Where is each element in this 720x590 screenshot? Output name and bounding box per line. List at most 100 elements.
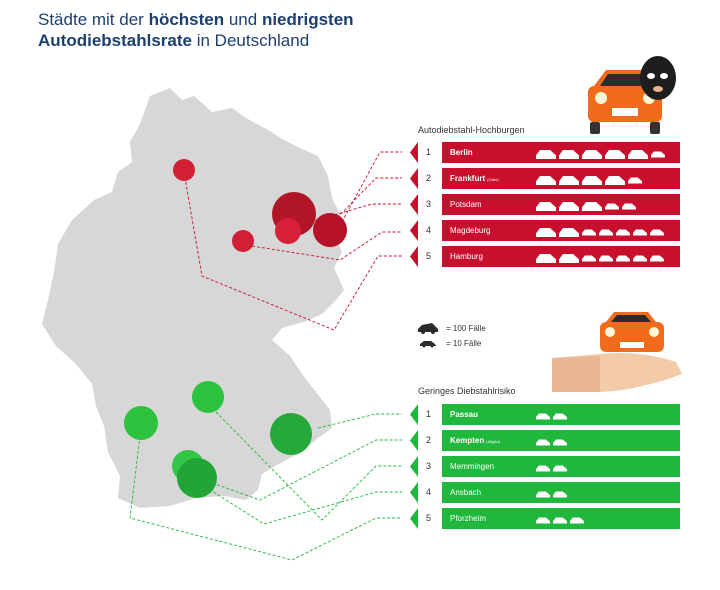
circle-magdeburg (232, 230, 254, 252)
high-row: 5 Hamburg (418, 246, 680, 280)
car-large-icon (418, 323, 438, 334)
car-small-icon (570, 273, 584, 280)
case-icons (536, 250, 680, 280)
circle-hamburg (173, 159, 195, 181)
rank-number: 1 (418, 404, 439, 425)
car-large-icon (605, 176, 625, 186)
title-line-2: Autodiebstahlsrate in Deutschland (38, 30, 354, 51)
low-row: 4 Ansbach (418, 482, 680, 503)
car-small-icon (536, 517, 550, 524)
city-name: Hamburg (450, 252, 483, 261)
car-small-icon (553, 413, 567, 420)
car-small-icon (650, 229, 664, 236)
city-name: Kempten (Allgäu) (450, 436, 501, 445)
car-large-icon (559, 150, 579, 160)
title-line-1: Städte mit der höchsten und niedrigsten (38, 9, 354, 30)
title-text: und (224, 10, 262, 29)
car-large-icon (559, 228, 579, 238)
car-small-icon (553, 273, 567, 280)
car-small-icon (536, 273, 550, 280)
rank-bar: Kempten (Allgäu) (442, 430, 680, 451)
row-pointers (410, 142, 418, 529)
case-icons (536, 408, 570, 421)
case-icons (536, 434, 570, 447)
high-row: 3 Potsdam (418, 194, 680, 215)
connector-memmingen (215, 411, 402, 521)
circle-kempten (177, 458, 217, 498)
city-suffix: (Allgäu) (486, 439, 501, 444)
car-small-icon (553, 517, 567, 524)
car-small-icon (553, 465, 567, 472)
high-row-pointer (410, 220, 418, 241)
title-text: Städte mit der (38, 10, 149, 29)
connector-hamburg (183, 171, 402, 331)
car-small-icon (622, 203, 636, 210)
page-title: Städte mit der höchsten und niedrigsten … (38, 9, 354, 51)
rank-bar: Passau (442, 404, 680, 425)
case-icons (536, 146, 680, 176)
city-name: Memmingen (450, 462, 495, 471)
car-small-icon (582, 229, 596, 236)
high-row-pointer (410, 246, 418, 267)
car-large-icon (605, 150, 625, 160)
rank-number: 1 (418, 142, 439, 163)
title-highlight-lowest: niedrigsten (261, 10, 354, 29)
low-section-label: Geringes Diebstahlrisiko (418, 386, 516, 396)
city-name: Potsdam (450, 200, 482, 209)
car-thief-icon (588, 56, 676, 134)
low-row: 2 Kempten (Allgäu) (418, 430, 680, 451)
city-name: Passau (450, 410, 479, 419)
car-small-icon (599, 229, 613, 236)
car-large-icon (559, 202, 579, 212)
connector-passau (317, 413, 402, 429)
hand-holding-car-icon (552, 312, 682, 392)
case-icons (536, 198, 639, 212)
car-small-icon (536, 465, 550, 472)
rank-bar: Berlin (442, 142, 680, 176)
car-small-icon (420, 341, 436, 348)
rank-bar: Magdeburg (442, 220, 680, 254)
city-suffix: (Oder) (487, 177, 499, 182)
case-icons (536, 460, 570, 473)
connector-kempten (197, 439, 402, 501)
high-row-pointer (410, 142, 418, 163)
car-large-icon (536, 176, 556, 186)
circle-memmingen (192, 381, 224, 413)
city-name: Berlin (450, 148, 473, 157)
legend-icons (418, 323, 438, 348)
rank-number: 2 (418, 430, 439, 451)
low-row: 3 Memmingen (418, 456, 680, 477)
car-small-icon (536, 491, 550, 498)
low-row-pointer (410, 430, 418, 451)
high-row: 2 Frankfurt (Oder) (418, 168, 680, 189)
car-large-icon (582, 202, 602, 212)
car-small-icon (628, 177, 642, 184)
high-row: 1 Berlin (418, 142, 680, 176)
legend-label-10: = 10 Fälle (446, 339, 482, 348)
circle-pforzheim (124, 406, 158, 440)
connector-frankfurt-oder (329, 177, 402, 226)
car-small-icon (651, 151, 665, 158)
city-name: Pforzheim (450, 514, 487, 523)
car-small-icon (616, 255, 630, 262)
title-highlight-rate: Autodiebstahlsrate (38, 31, 192, 50)
high-row: 4 Magdeburg (418, 220, 680, 254)
low-row: 5 Pforzheim (418, 508, 680, 529)
car-large-icon (536, 202, 556, 212)
rank-bar: Hamburg (442, 246, 680, 280)
city-name: Magdeburg (450, 226, 491, 235)
car-large-icon (559, 176, 579, 186)
car-small-icon (553, 439, 567, 446)
high-row-pointer (410, 194, 418, 215)
case-icons (536, 224, 680, 254)
low-row: 1 Passau (418, 404, 680, 425)
car-small-icon (553, 491, 567, 498)
rank-number: 4 (418, 482, 439, 503)
high-row-pointer (410, 168, 418, 189)
car-large-icon (536, 254, 556, 264)
car-large-icon (582, 176, 602, 186)
car-small-icon (633, 229, 647, 236)
low-row-pointer (410, 508, 418, 529)
germany-map (42, 88, 344, 508)
